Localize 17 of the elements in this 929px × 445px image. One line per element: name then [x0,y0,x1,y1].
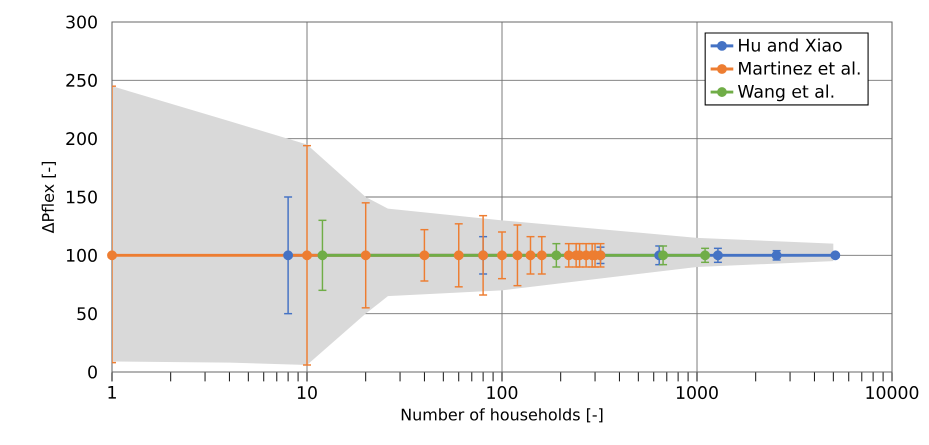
legend-label: Wang et al. [738,84,834,102]
y-tick-label: 0 [88,365,97,379]
y-axis-title: ΔPflex [-] [42,162,56,234]
x-tick-label: 10 [298,386,317,400]
y-tick-label: 100 [66,248,97,262]
x-tick-label: 100 [487,386,518,400]
legend-label: Hu and Xiao [739,38,842,52]
y-tick-label: 150 [66,190,97,204]
x-axis-title: Number of households [-] [402,408,602,422]
y-tick-label: 250 [66,74,97,87]
x-tick-label: 1 [108,386,116,399]
y-tick-label: 300 [66,15,97,29]
y-tick-label: 200 [66,132,97,146]
legend-label: Martinez et al. [739,61,860,75]
x-tick-label: 1000 [676,386,718,400]
x-tick-label: 10000 [866,386,918,400]
y-tick-label: 50 [77,307,97,320]
